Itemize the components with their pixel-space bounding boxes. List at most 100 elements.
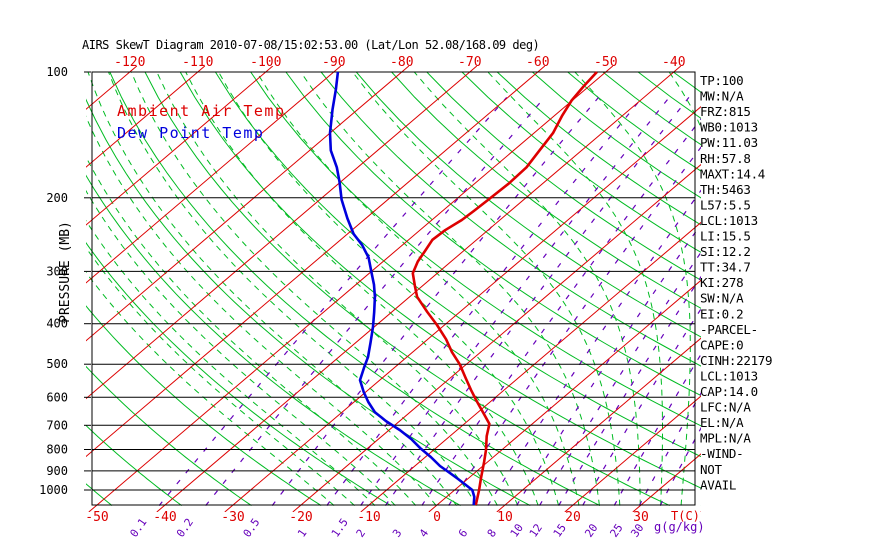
top-temp-label: -80 (390, 55, 413, 70)
mixing-ratio-label: 1.5 (329, 516, 351, 540)
mixing-ratio-line (360, 97, 670, 506)
stat-line: TH:5463 (700, 182, 751, 197)
moist-adiabat-line (300, 71, 600, 506)
dry-adiabat-line (320, 71, 701, 367)
mixing-ratio-label: 0.2 (174, 516, 196, 540)
dry-adiabat-line (355, 71, 701, 338)
mixing-ratio-label: 30 (628, 521, 646, 539)
pressure-tick-label: 700 (46, 418, 68, 432)
isotherm-line (86, 66, 206, 168)
bottom-temp-label: -40 (153, 510, 176, 525)
moist-adiabat-line (86, 219, 376, 506)
dry-adiabat-line (426, 71, 701, 281)
mixing-ratio-label: 10 (508, 521, 526, 539)
top-temp-label: -120 (114, 55, 145, 70)
dry-adiabat-line (86, 365, 252, 507)
mixing-ratio-label: 6 (456, 527, 470, 540)
bottom-temp-label: -10 (357, 510, 380, 525)
top-temp-label: -110 (182, 55, 213, 70)
mixing-ratio-label: 8 (485, 527, 499, 540)
pressure-tick-label: 900 (46, 464, 68, 478)
pressure-tick-label: 200 (46, 191, 68, 205)
isotherm-line (86, 66, 274, 226)
pressure-tick-label: 800 (46, 443, 68, 457)
bottom-temp-label: -20 (289, 510, 312, 525)
clipped-lines (0, 66, 701, 512)
mixing-ratio-line (538, 251, 701, 506)
dry-adiabat-line (496, 71, 701, 226)
stat-line: LCL:1013 (700, 213, 758, 228)
isotherm-line (360, 221, 701, 512)
stat-line: WB0:1013 (700, 120, 758, 135)
pressure-tick-label: 100 (46, 65, 68, 79)
dry-adiabat-line (391, 71, 701, 309)
isotherm-line (428, 279, 701, 512)
isotherm-line (86, 66, 342, 284)
dry-adiabat-line (214, 71, 701, 458)
bottom-temp-label: -50 (85, 510, 108, 525)
dry-adiabat-line (109, 71, 601, 507)
skewt-background-lines (0, 66, 701, 512)
pressure-axis-label: PRESSURE (MB) (58, 221, 73, 323)
moist-adiabat-line (185, 71, 539, 506)
stat-line: EI:0.2 (700, 306, 743, 321)
isotherm-line (86, 66, 410, 342)
temperature-unit-label: T(C) (671, 509, 700, 523)
dry-adiabat-line (86, 98, 531, 507)
sounding-curves (328, 71, 598, 506)
moist-adiabat-line (487, 71, 663, 506)
stat-line: LFC:N/A (700, 400, 751, 415)
pressure-tick-label: 500 (46, 357, 68, 371)
stat-line: KI:278 (700, 275, 743, 290)
stat-line: CINH:22179 (700, 353, 772, 368)
dry-adiabat-line (285, 71, 701, 397)
dry-adiabat-line (0, 72, 42, 506)
stat-line: FRZ:815 (700, 104, 751, 119)
moist-adiabat-line (256, 71, 580, 506)
pressure-tick-label: 1000 (39, 483, 68, 497)
bottom-temp-label: 10 (497, 510, 513, 525)
isotherm-line (496, 337, 701, 512)
stat-line: MW:N/A (700, 89, 744, 104)
stat-line: CAP:14.0 (700, 384, 758, 399)
stat-line: SI:12.2 (700, 244, 751, 259)
stat-line: SW:N/A (700, 291, 744, 306)
mixing-ratio-label: 12 (527, 521, 545, 539)
stat-line: NOT (700, 462, 722, 477)
moist-adiabat-line (86, 246, 355, 506)
stat-line: LI:15.5 (700, 229, 751, 244)
legend-dew-point-temp-label: Dew Point Temp (117, 124, 264, 142)
isotherm-line (564, 395, 701, 512)
mixing-ratio-unit-label: g(g/kg) (654, 520, 705, 534)
ambient-temperature-curve (411, 71, 598, 506)
moist-adiabat-line (86, 189, 396, 506)
isotherm-line (88, 66, 614, 512)
dew-point-curve (328, 71, 476, 506)
top-temp-label: -70 (458, 55, 481, 70)
moist-adiabat-line (574, 71, 691, 506)
pressure-tick-label: 400 (46, 317, 68, 331)
mixing-ratio-line (326, 97, 643, 506)
stat-line: LCL:1013 (700, 368, 758, 383)
bottom-temp-label: 20 (565, 510, 581, 525)
moist-adiabat-line (218, 71, 560, 506)
dry-adiabat-line (144, 71, 670, 507)
mixing-ratio-label: 4 (417, 527, 432, 540)
stat-line: MAXT:14.4 (700, 166, 765, 181)
stat-line: CAPE:0 (700, 337, 743, 352)
stat-line: -WIND- (700, 446, 743, 461)
stat-line: EL:N/A (700, 415, 744, 430)
isotherm-line (224, 106, 701, 512)
legend-ambient-air-temp-label: Ambient Air Temp (117, 102, 286, 120)
moist-adiabat-line (108, 71, 478, 506)
page-title: AIRS SkewT Diagram 2010-07-08/15:02:53.0… (82, 38, 539, 52)
stat-line: L57:5.5 (700, 197, 751, 212)
mixing-ratio-label: 1 (295, 527, 309, 540)
moist-adiabat-line (86, 115, 437, 506)
mixing-ratio-label: 25 (607, 521, 625, 539)
mixing-ratio-line (448, 146, 701, 506)
dry-adiabat-line (250, 71, 701, 427)
moist-adiabat-line (352, 71, 621, 506)
stat-line: TT:34.7 (700, 260, 751, 275)
plot-border (91, 71, 696, 506)
